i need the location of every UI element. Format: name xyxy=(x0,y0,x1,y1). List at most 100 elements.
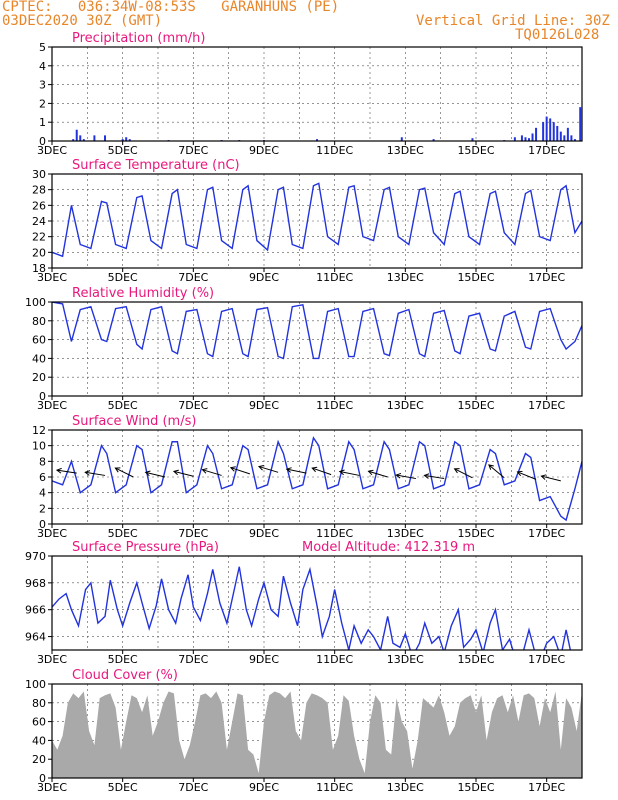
precip-bar xyxy=(566,127,569,141)
cloud-frame xyxy=(51,683,583,779)
temp-line xyxy=(52,182,582,258)
wind-arrow xyxy=(368,470,388,478)
pressure-xtick-label: 3DEC xyxy=(37,653,67,666)
wind-arrow-head xyxy=(367,469,374,476)
wind-arrow-head xyxy=(257,465,264,471)
wind-xtick-label: 5DEC xyxy=(108,527,138,540)
temp-xtick-label: 15DEC xyxy=(457,271,494,284)
precip-ytick-label: 3 xyxy=(39,79,46,92)
wind-arrow-head xyxy=(55,467,62,474)
precip-frame xyxy=(51,46,583,142)
humidity-ytick-label: 100 xyxy=(25,296,46,309)
cloud-xtick-label: 5DEC xyxy=(108,781,138,794)
temp-ytick-label: 22 xyxy=(32,231,46,244)
wind-xtick-label: 17DEC xyxy=(528,527,565,540)
precip-xtick-label: 13DEC xyxy=(387,144,424,157)
wind-arrow xyxy=(230,467,251,475)
cloud-xtick-label: 13DEC xyxy=(387,781,424,794)
cloud-xtick-label: 11DEC xyxy=(316,781,353,794)
humidity-xtick-label: 15DEC xyxy=(457,399,494,412)
wind-arrow-head xyxy=(540,474,547,480)
wind-arrow-head xyxy=(114,467,121,473)
precip-bar xyxy=(573,139,576,141)
precip-bar xyxy=(535,127,538,141)
wind-ytick-label: 4 xyxy=(39,487,46,500)
humidity-line xyxy=(52,302,582,360)
precip-ytick-label: 4 xyxy=(39,60,46,73)
wind-arrow xyxy=(396,474,417,480)
cloud-ytick-label: 40 xyxy=(32,734,46,747)
temp-xtick-label: 3DEC xyxy=(37,271,67,284)
wind-arrow xyxy=(517,471,537,480)
temp-xtick-label: 5DEC xyxy=(108,271,138,284)
precip-xtick-label: 5DEC xyxy=(108,144,138,157)
precip-bar xyxy=(524,137,527,141)
wind-arrow-head xyxy=(395,472,402,479)
cloud-ytick-label: 80 xyxy=(32,697,46,710)
pressure-xtick-label: 13DEC xyxy=(387,653,424,666)
precip-bar xyxy=(121,139,124,141)
precip-bar xyxy=(570,135,573,141)
header-date-line: 03DEC2020 30Z (GMT) xyxy=(2,13,163,29)
wind-arrow-head xyxy=(423,473,430,479)
pressure-xtick-label: 7DEC xyxy=(178,653,208,666)
pressure-title: Surface Pressure (hPa) xyxy=(72,540,219,555)
temp-ytick-label: 18 xyxy=(32,262,46,275)
precip-ytick-label: 5 xyxy=(39,41,46,54)
wind-arrow-head xyxy=(172,469,179,476)
precip-panel: 0 1 2 3 4 5 3DEC 5DEC 7DEC 9DEC 11DEC 13DEC 15DEC 17D… xyxy=(37,31,583,157)
humidity-xtick-label: 17DEC xyxy=(528,399,565,412)
precip-bar xyxy=(79,135,82,141)
wind-arrow xyxy=(339,471,360,476)
wind-arrow xyxy=(145,471,166,478)
humidity-xtick-label: 11DEC xyxy=(316,399,353,412)
precip-bar xyxy=(104,135,106,141)
wind-ytick-label: 8 xyxy=(39,455,46,468)
wind-arrow xyxy=(56,469,77,474)
wind-ytick-label: 6 xyxy=(39,471,46,484)
temp-title: Surface Temperature (nC) xyxy=(72,158,240,173)
wind-arrow xyxy=(286,468,307,474)
wind-arrow-head xyxy=(285,467,292,473)
wind-arrow-head xyxy=(144,470,151,477)
cloud-ytick-label: 0 xyxy=(39,772,46,785)
precip-bar xyxy=(471,138,474,141)
pressure-frame xyxy=(51,555,583,651)
wind-arrow xyxy=(173,470,194,477)
wind-arrow-head xyxy=(311,466,318,473)
precip-bar xyxy=(545,116,548,141)
wind-xtick-label: 3DEC xyxy=(37,527,67,540)
precip-xtick-label: 7DEC xyxy=(178,144,208,157)
precip-bar xyxy=(531,133,534,141)
precip-xtick-label: 3DEC xyxy=(37,144,67,157)
wind-arrow-head xyxy=(229,466,236,472)
wind-title: Surface Wind (m/s) xyxy=(72,414,196,429)
header-grid-line-info: Vertical Grid Line: 30Z xyxy=(416,13,610,29)
wind-xtick-label: 7DEC xyxy=(178,527,208,540)
precip-ytick-label: 2 xyxy=(39,97,46,110)
wind-arrow-head xyxy=(488,464,494,470)
wind-arrow xyxy=(454,468,473,479)
wind-arrow xyxy=(424,474,445,480)
temp-panel: 18 20 22 24 26 28 30 3DEC 5DEC 7DEC 9DEC 11DEC 13DEC… xyxy=(32,158,583,284)
temp-xtick-label: 9DEC xyxy=(249,271,279,284)
precip-bar xyxy=(552,122,555,141)
precip-bar xyxy=(513,137,516,141)
pressure-xtick-label: 15DEC xyxy=(457,653,494,666)
pressure-line xyxy=(52,566,581,650)
pressure-ytick-label: 964 xyxy=(25,631,46,644)
temp-ytick-label: 24 xyxy=(32,215,46,228)
humidity-ytick-label: 40 xyxy=(32,352,46,365)
wind-arrow xyxy=(541,475,561,482)
temp-ytick-label: 26 xyxy=(32,199,46,212)
humidity-panel: 0 20 40 60 80 100 3DEC 5DEC 7DEC 9DEC 11DEC 13DEC 15… xyxy=(25,286,583,412)
pressure-panel: 964 966 968 970 3DEC 5DEC 7DEC 9DEC 11DEC 13DEC 15… xyxy=(25,540,583,666)
wind-ytick-label: 10 xyxy=(32,440,46,453)
humidity-xtick-label: 3DEC xyxy=(37,399,67,412)
precip-bar xyxy=(400,137,403,141)
pressure-ytick-label: 968 xyxy=(25,577,46,590)
cloud-xtick-label: 3DEC xyxy=(37,781,67,794)
wind-xtick-label: 9DEC xyxy=(249,527,279,540)
humidity-title: Relative Humidity (%) xyxy=(72,286,214,301)
humidity-ytick-label: 20 xyxy=(32,371,46,384)
